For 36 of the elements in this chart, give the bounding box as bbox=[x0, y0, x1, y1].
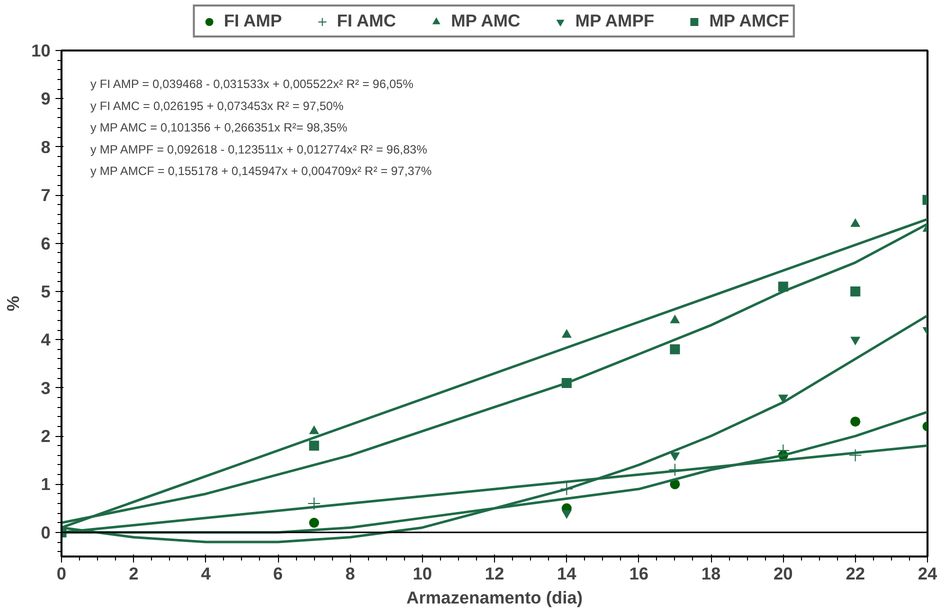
y-tick-label: 5 bbox=[40, 281, 51, 302]
x-tick-label: 10 bbox=[412, 564, 432, 584]
y-axis-title: % bbox=[3, 296, 24, 312]
x-tick-label: 18 bbox=[701, 564, 721, 584]
annotation: y MP AMCF = 0,155178 + 0,145947x + 0,004709x² R² = 97,37% bbox=[90, 164, 432, 178]
x-tick-label: 12 bbox=[484, 564, 504, 584]
y-tick-label: 8 bbox=[40, 136, 51, 157]
x-tick-label: 16 bbox=[629, 564, 649, 584]
legend-label: MP AMC bbox=[450, 10, 520, 32]
x-tick-label: 14 bbox=[557, 564, 577, 584]
x-tick-label: 8 bbox=[345, 564, 356, 584]
x-tick-label: 4 bbox=[201, 564, 212, 584]
y-tick-label: 3 bbox=[40, 378, 51, 398]
x-tick-label: 6 bbox=[273, 564, 284, 584]
x-tick-label: 0 bbox=[56, 564, 66, 584]
y-tick-label: 1 bbox=[40, 474, 51, 494]
y-tick-label: 6 bbox=[40, 233, 51, 254]
annotation: y MP AMPF = 0,092618 - 0,123511x + 0,012774x² R² = 96,83% bbox=[90, 142, 428, 156]
y-tick-label: 4 bbox=[40, 330, 51, 350]
y-tick-label: 2 bbox=[40, 426, 51, 446]
x-axis-title: Armazenamento (dia) bbox=[406, 588, 583, 608]
legend-label: MP AMPF bbox=[575, 10, 654, 32]
x-tick-label: 22 bbox=[846, 564, 865, 584]
annotation: y MP AMC = 0,101356 + 0,266351x R²= 98,35% bbox=[90, 120, 348, 135]
x-tick-label: 24 bbox=[918, 564, 937, 584]
y-tick-label: 9 bbox=[40, 88, 51, 109]
y-tick-label: 0 bbox=[40, 522, 51, 542]
y-tick-label: 10 bbox=[31, 40, 51, 60]
annotation: y FI AMC = 0,026195 + 0,073453x R² = 97,50% bbox=[90, 98, 344, 113]
legend-label: MP AMCF bbox=[709, 10, 790, 32]
annotation: y FI AMP = 0,039468 - 0,031533x + 0,005522x² R² = 96,05% bbox=[90, 77, 414, 92]
x-tick-label: 2 bbox=[128, 564, 138, 584]
y-tick-label: 7 bbox=[40, 185, 51, 206]
legend-label: FI AMP bbox=[224, 10, 282, 32]
x-tick-label: 20 bbox=[774, 564, 793, 584]
legend-label: FI AMC bbox=[336, 10, 396, 32]
